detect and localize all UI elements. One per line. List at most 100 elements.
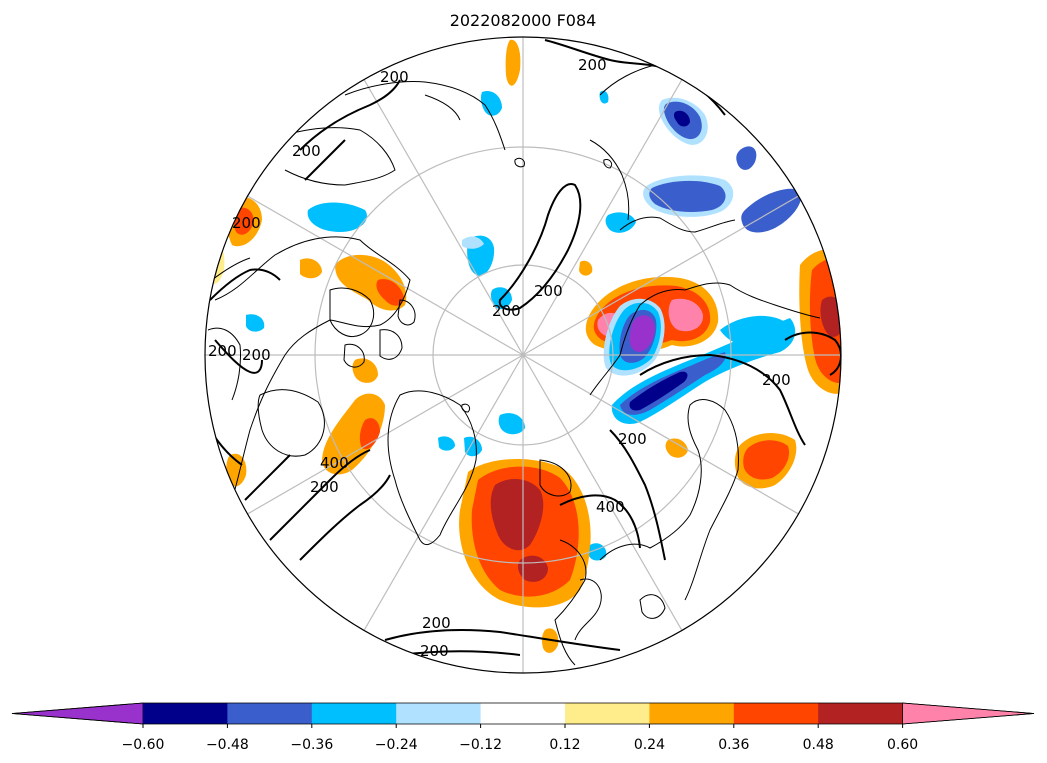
shading-blue-small-1 [599, 90, 609, 104]
shading-blue-canada-1 [307, 202, 368, 232]
coastline-alaska-canada [214, 236, 411, 501]
contour-label-5: 200 [492, 302, 521, 320]
colorbar-tick-label: 0.12 [549, 737, 580, 753]
colorbar-segment [143, 703, 228, 724]
contour-label-2: 200 [292, 142, 321, 160]
coastline-iceland-europe [539, 459, 602, 666]
shading-purple-siberia [629, 315, 655, 352]
meridian-30 [522, 49, 700, 356]
colorbar-segment [565, 703, 650, 724]
coastline-hudson [257, 389, 325, 457]
colorbar-segment [818, 703, 904, 724]
contour-label-9: 400 [320, 454, 349, 472]
shading-orange-canada-3 [300, 258, 322, 279]
coastline-north-alaska [344, 81, 506, 151]
coastline-scandinavia-russia [599, 399, 739, 619]
contour-label-13: 200 [762, 371, 791, 389]
shading-red-se [743, 440, 790, 480]
shading-red-canada [376, 279, 404, 306]
contour-southwest-1 [269, 449, 371, 541]
map-title: 2022082000 F084 [450, 11, 597, 30]
coastlines [207, 61, 821, 666]
shading-red-west-edge [233, 207, 254, 235]
coastline-small-islands [461, 157, 613, 413]
coastline-greenland [387, 390, 477, 546]
colorbar-tick-label: −0.24 [375, 737, 418, 753]
contour-northwest [299, 79, 401, 181]
colorbar-segment [396, 703, 482, 724]
contour-southeast [559, 429, 666, 561]
shading-orange-arctic-1 [579, 260, 593, 276]
colorbar-tick-label: −0.12 [459, 737, 502, 753]
contour-label-4: 200 [232, 214, 261, 232]
colorbar: −0.60 −0.48 −0.36 −0.24 −0.12 0.12 0.24 0.36 0.4… [11, 702, 1035, 753]
shading-navy-east-band [629, 371, 688, 411]
shading-orange-greenland-west [322, 393, 385, 475]
coastline-siberia [589, 139, 821, 396]
shading-pink-siberia-right [668, 298, 704, 332]
contour-east [639, 353, 806, 446]
shading-royal-ne-1 [649, 180, 726, 212]
colorbar-extend-low [11, 702, 144, 725]
colorbar-tick-label: −0.48 [206, 737, 249, 753]
shading-blue-ne-3 [736, 146, 757, 170]
coastline-west-edge [207, 257, 251, 401]
shading-orange-se-2 [665, 438, 688, 458]
contour-label-3: 200 [578, 56, 607, 74]
contour-label-10: 200 [310, 478, 339, 496]
coastline-archipelago [329, 287, 416, 368]
colorbar-extend-high [902, 702, 1035, 725]
contour-label-15: 200 [420, 642, 449, 660]
contour-label-8: 200 [208, 342, 237, 360]
map-boundary [204, 36, 842, 674]
contour-label-12: 200 [618, 430, 647, 448]
anomaly-shading [210, 39, 841, 653]
shading-orange-sw [226, 453, 247, 487]
contour-label-7: 200 [242, 346, 271, 364]
contour-arctic-loop [498, 183, 582, 311]
shading-blue-east-patch [720, 315, 790, 349]
contour-east-loop [784, 331, 841, 376]
contour-label-6: 200 [534, 282, 563, 300]
contour-label-1: 200 [380, 68, 409, 86]
shading-orange-north-1 [505, 39, 521, 86]
contour-southwest-3 [244, 454, 291, 501]
meridian-240 [217, 354, 524, 532]
colorbar-tick-label: 0.60 [887, 737, 918, 753]
shading-lightblue-arctic-1 [462, 236, 484, 249]
coastline-canada-mainland [284, 127, 396, 186]
contour-labels: 200 200 200 200 200 200 200 200 400 200 … [208, 56, 791, 660]
colorbar-segment [311, 703, 397, 724]
colorbar-segment [649, 703, 735, 724]
shading-navy-ne-2 [673, 110, 690, 127]
meridian-150 [522, 354, 700, 661]
meridian-60 [522, 178, 829, 356]
map-disk [205, 37, 841, 673]
graticule [205, 37, 841, 673]
meridian-300 [217, 178, 524, 356]
shading-red-greenland-west [359, 418, 380, 450]
colorbar-tick-label: 0.24 [634, 737, 665, 753]
shading-blue-atlantic-2 [438, 436, 455, 451]
shading-blue-atlantic-1 [498, 413, 525, 435]
meridian-120 [522, 354, 829, 532]
colorbar-segment [227, 703, 313, 724]
colorbar-segment [480, 703, 566, 724]
shading-blue-north-2 [480, 90, 502, 116]
contour-southwest-2 [299, 474, 391, 561]
colorbar-segment [733, 703, 819, 724]
contour-label-11: 400 [596, 498, 625, 516]
contour-label-14: 200 [422, 614, 451, 632]
colorbar-tick-label: −0.60 [122, 737, 165, 753]
shading-blue-atlantic-3 [464, 436, 482, 457]
colorbar-tick-label: −0.36 [290, 737, 333, 753]
contour-lines [205, 39, 841, 656]
contour-west [209, 268, 281, 374]
shading-orange-canada-2 [352, 358, 378, 383]
colorbar-tick-label: 0.36 [718, 737, 749, 753]
shading-darkred-atlantic [490, 478, 544, 551]
shading-blue-canada-2 [246, 314, 265, 332]
meridian-210 [346, 354, 524, 661]
colorbar-tick-label: 0.48 [803, 737, 834, 753]
